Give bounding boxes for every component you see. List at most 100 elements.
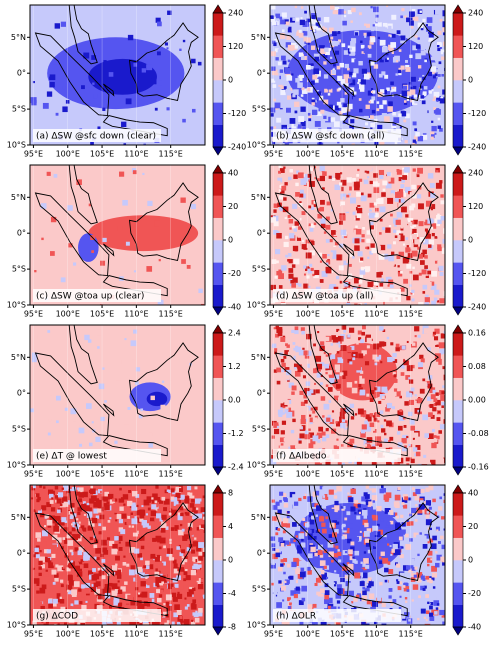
field-cell <box>275 57 279 61</box>
field-cell <box>80 525 85 530</box>
field-cell <box>74 524 77 527</box>
field-cell <box>422 134 428 140</box>
field-cell <box>405 457 410 462</box>
field-cell <box>313 53 320 60</box>
field-cell <box>70 603 74 607</box>
field-cell <box>368 354 375 361</box>
field-cell <box>349 87 355 92</box>
field-cell <box>293 228 297 232</box>
field-cell <box>386 486 390 490</box>
field-cell <box>317 550 323 556</box>
field-cell <box>371 109 376 114</box>
field-cell <box>431 120 434 123</box>
field-cell <box>182 39 186 43</box>
field-cell <box>338 206 345 213</box>
field-cell <box>277 409 284 416</box>
field-cell <box>435 526 440 531</box>
field-cell <box>291 391 295 395</box>
field-cell <box>318 105 324 112</box>
field-cell <box>202 516 205 520</box>
field-cell <box>431 125 437 132</box>
field-cell <box>363 115 369 121</box>
field-cell <box>369 180 373 185</box>
field-cell <box>279 551 282 555</box>
field-cell <box>141 68 146 73</box>
field-cell <box>400 15 403 19</box>
field-cell <box>363 47 369 53</box>
field-cell <box>86 100 90 105</box>
field-cell <box>79 568 83 572</box>
panel-label-box <box>273 609 401 622</box>
field-cell <box>417 246 421 250</box>
field-cell <box>171 592 177 598</box>
field-cell <box>176 575 181 581</box>
field-cell <box>164 579 168 583</box>
field-cell <box>384 527 391 534</box>
field-cell <box>415 504 418 507</box>
field-cell <box>410 387 415 392</box>
field-cell <box>59 520 65 526</box>
field-cell <box>327 93 331 96</box>
field-cell <box>272 69 278 76</box>
field-cell <box>84 595 91 602</box>
field-cell <box>299 620 304 625</box>
field-cell <box>380 89 385 94</box>
field-cell <box>303 273 306 276</box>
field-cell <box>109 605 112 609</box>
field-cell <box>347 358 352 363</box>
field-cell <box>79 530 83 534</box>
field-cell <box>361 239 365 243</box>
field-cell <box>443 411 445 414</box>
field-cell <box>57 565 64 572</box>
field-cell <box>36 583 40 586</box>
field-cell <box>365 390 369 394</box>
field-cell <box>325 371 328 375</box>
field-cell <box>302 347 305 351</box>
field-cell <box>404 597 408 600</box>
field-cell <box>38 556 45 563</box>
field-cell <box>364 279 368 283</box>
field-cell <box>350 197 357 204</box>
field-cell <box>342 196 345 199</box>
field-cell <box>368 501 373 506</box>
field-cell <box>363 558 369 564</box>
lon-tick-label: 115°E <box>399 630 423 639</box>
field-cell <box>54 486 59 490</box>
panel-label: (b) ΔSW @sfc down (all) <box>276 132 385 142</box>
field-cell <box>404 355 410 361</box>
field-cell <box>298 217 302 221</box>
field-cell <box>321 431 326 436</box>
field-cell <box>385 227 391 233</box>
field-cell <box>379 443 383 447</box>
field-cell <box>430 284 437 290</box>
field-cell <box>129 505 133 508</box>
field-cell <box>397 368 403 374</box>
field-cell <box>99 599 102 602</box>
field-cell <box>432 334 435 337</box>
field-cell <box>285 235 289 240</box>
colorbar-bin <box>213 400 223 423</box>
field-cell <box>425 610 430 615</box>
field-cell <box>349 438 355 444</box>
field-cell <box>142 620 149 625</box>
field-cell <box>123 143 127 145</box>
field-cell <box>348 590 354 596</box>
field-cell <box>423 238 429 245</box>
field-cell <box>437 48 441 52</box>
field-cell <box>364 444 368 447</box>
field-cell <box>355 594 360 599</box>
field-cell <box>399 409 403 413</box>
field-cell <box>49 493 54 499</box>
field-cell <box>286 563 291 568</box>
colorbar-bin <box>213 240 223 263</box>
field-cell <box>313 204 317 208</box>
field-cell <box>388 34 391 37</box>
field-cell <box>388 255 395 262</box>
field-cell <box>328 59 333 64</box>
field-cell <box>358 284 361 287</box>
field-cell <box>135 576 141 582</box>
field-cell <box>97 593 104 600</box>
field-cell <box>417 37 420 40</box>
field-cell <box>288 268 294 273</box>
field-cell <box>102 547 108 553</box>
